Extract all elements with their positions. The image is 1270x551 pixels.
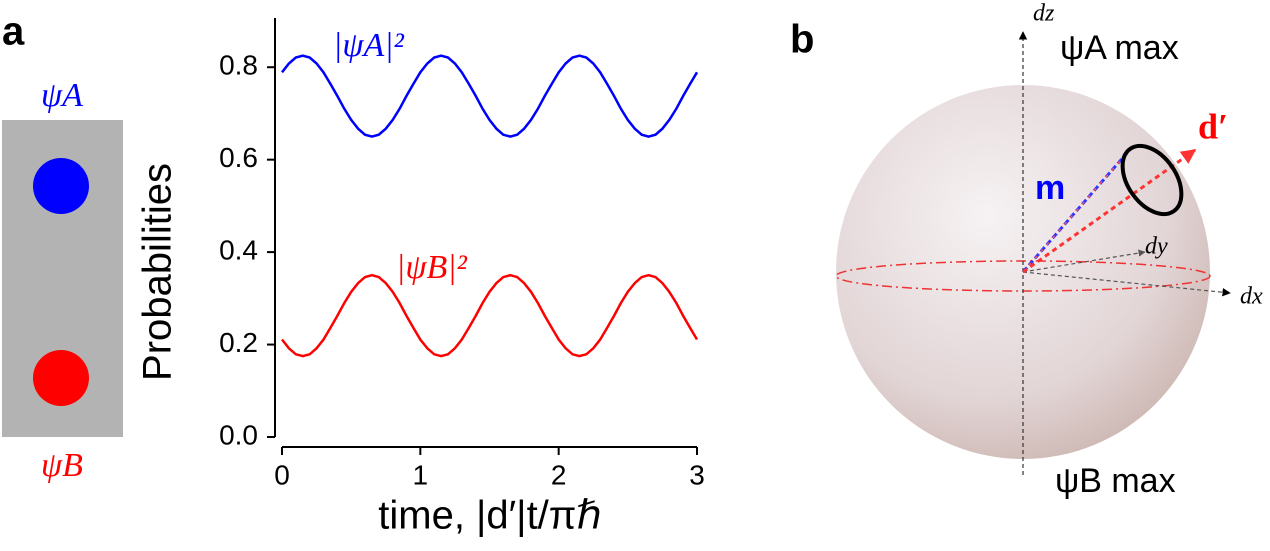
- pole-label: ψA max: [1060, 29, 1179, 67]
- m-label: m: [1035, 169, 1065, 207]
- x-axis-label: time, |d′|t/πℏ: [378, 494, 602, 538]
- axis-label: dy: [1145, 234, 1168, 260]
- line: [281, 54, 699, 138]
- panel-label: b: [790, 18, 814, 62]
- d-vector: [1022, 148, 1197, 274]
- x-tick-label: 1: [413, 459, 429, 490]
- x-tick-label: 3: [689, 459, 705, 490]
- precession-loop: [1120, 143, 1184, 217]
- y-tick-label: 0.0: [219, 419, 258, 450]
- axis-label: dx: [1240, 284, 1263, 310]
- x-tick-label: 0: [274, 459, 290, 490]
- line: [281, 273, 699, 358]
- panel-label: a: [2, 10, 25, 54]
- well-label: ψB: [41, 447, 83, 484]
- y-tick-label: 0.4: [219, 235, 258, 266]
- pole-label: ψB max: [1055, 462, 1176, 500]
- y-axis-label: Probabilities: [136, 163, 180, 381]
- y-tick-label: 0.6: [219, 142, 258, 173]
- site-a: [33, 158, 89, 214]
- series-label: |ψB|²: [396, 249, 468, 286]
- m-vector: [1021, 152, 1129, 273]
- y-tick-label: 0.2: [219, 327, 258, 358]
- series-label: |ψA|²: [333, 27, 405, 64]
- site-b: [33, 350, 89, 406]
- well-label: ψA: [41, 77, 83, 114]
- d-label: d′: [1198, 106, 1228, 146]
- x-tick-label: 2: [551, 459, 567, 490]
- axis-label: dz: [1033, 1, 1055, 27]
- y-tick-label: 0.8: [219, 50, 258, 81]
